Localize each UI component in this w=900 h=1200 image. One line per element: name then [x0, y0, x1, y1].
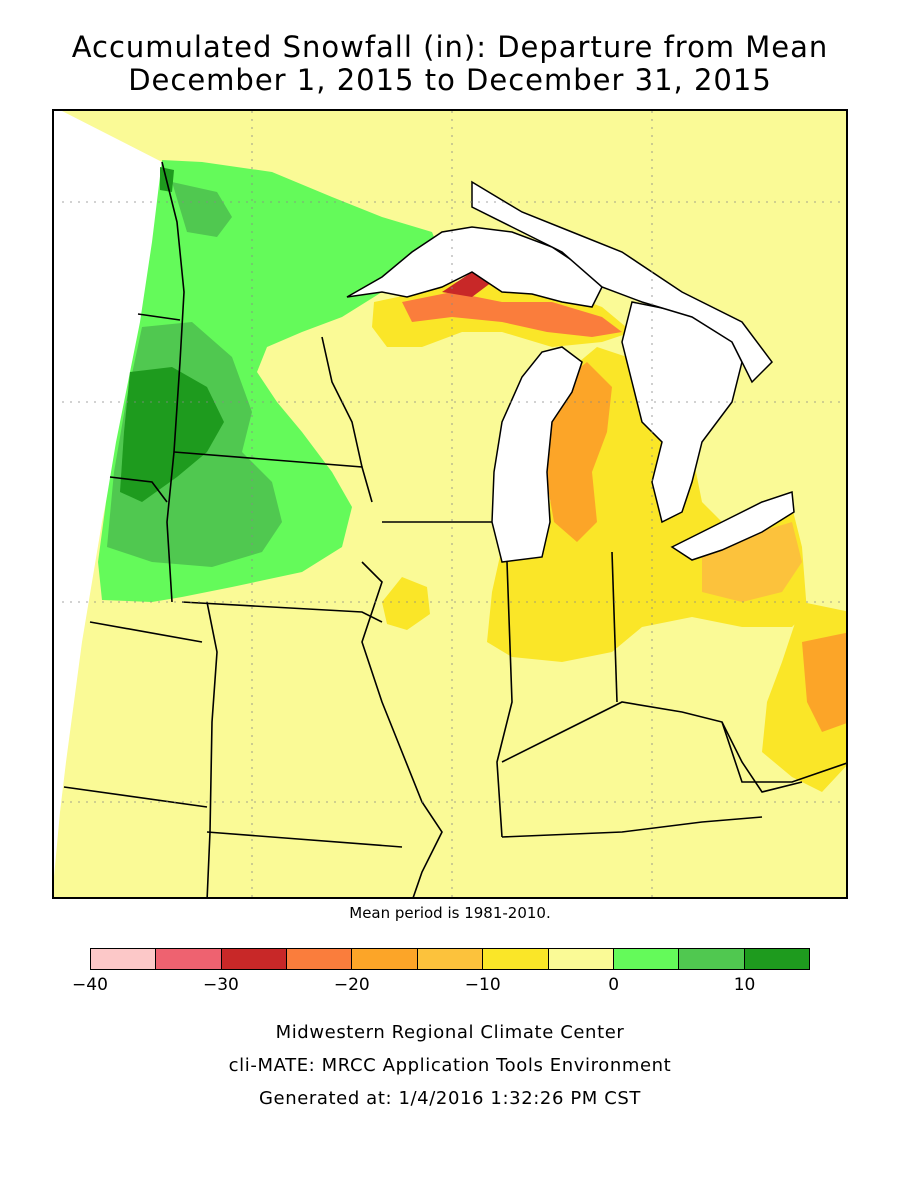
deficit-zone-orange — [802, 632, 846, 732]
map-title: Accumulated Snowfall (in): Departure fro… — [71, 30, 829, 64]
legend-swatch — [156, 949, 222, 969]
legend-tick-label: 0 — [608, 975, 620, 995]
il-in-border — [496, 561, 513, 838]
canada-region — [471, 180, 773, 384]
snowfall-departure-map — [54, 111, 846, 897]
wv-border — [721, 721, 846, 783]
legend-swatch — [744, 949, 809, 969]
legend-swatch — [613, 949, 680, 969]
legend-swatch — [483, 949, 549, 969]
ks-mo-border — [206, 601, 218, 897]
deficit-zone-il — [382, 577, 430, 630]
legend-swatch — [91, 949, 157, 969]
lake-erie — [670, 490, 795, 561]
color-legend — [90, 948, 810, 970]
date-range-subtitle: December 1, 2015 to December 31, 2015 — [128, 63, 772, 97]
legend-swatch — [221, 949, 288, 969]
graticule — [62, 111, 846, 897]
map-panel — [52, 109, 848, 899]
ne-ks-border — [89, 621, 203, 643]
ks-ok-border — [63, 786, 208, 808]
ia-mo-border — [181, 601, 383, 623]
green-zone-darkest — [120, 367, 224, 502]
deficit-zone-orange — [547, 362, 612, 542]
ky-tn-border — [501, 816, 763, 838]
green-zone-dark — [172, 182, 232, 237]
mn-nd-border — [161, 161, 185, 603]
in-oh-border — [611, 551, 618, 703]
legend-tick-label: −10 — [464, 975, 501, 995]
sd-ne-border — [109, 476, 168, 503]
legend-swatch — [287, 949, 353, 969]
nd-sd-border — [137, 313, 181, 321]
oh-river — [501, 701, 803, 793]
legend-swatch — [352, 949, 418, 969]
lake-superior — [346, 226, 603, 308]
deficit-zone-red — [442, 272, 492, 297]
legend-swatch — [548, 949, 614, 969]
legend-tick-label: −30 — [202, 975, 239, 995]
footer-generated-time: Generated at: 1/4/2016 1:32:26 PM CST — [258, 1088, 642, 1109]
mo-ar-border — [206, 831, 403, 848]
legend-tick-label: −40 — [72, 975, 108, 995]
deficit-zone-orange — [402, 292, 622, 337]
legend-tick-label: 10 — [733, 975, 756, 995]
legend-tick-label: −20 — [333, 975, 370, 995]
legend-swatch — [679, 949, 745, 969]
mean-period-note: Mean period is 1981-2010. — [349, 904, 551, 922]
lake-michigan — [491, 346, 583, 563]
footer-application: cli-MATE: MRCC Application Tools Environ… — [228, 1055, 672, 1076]
legend-swatch — [417, 949, 484, 969]
footer-organization: Midwestern Regional Climate Center — [275, 1022, 625, 1043]
